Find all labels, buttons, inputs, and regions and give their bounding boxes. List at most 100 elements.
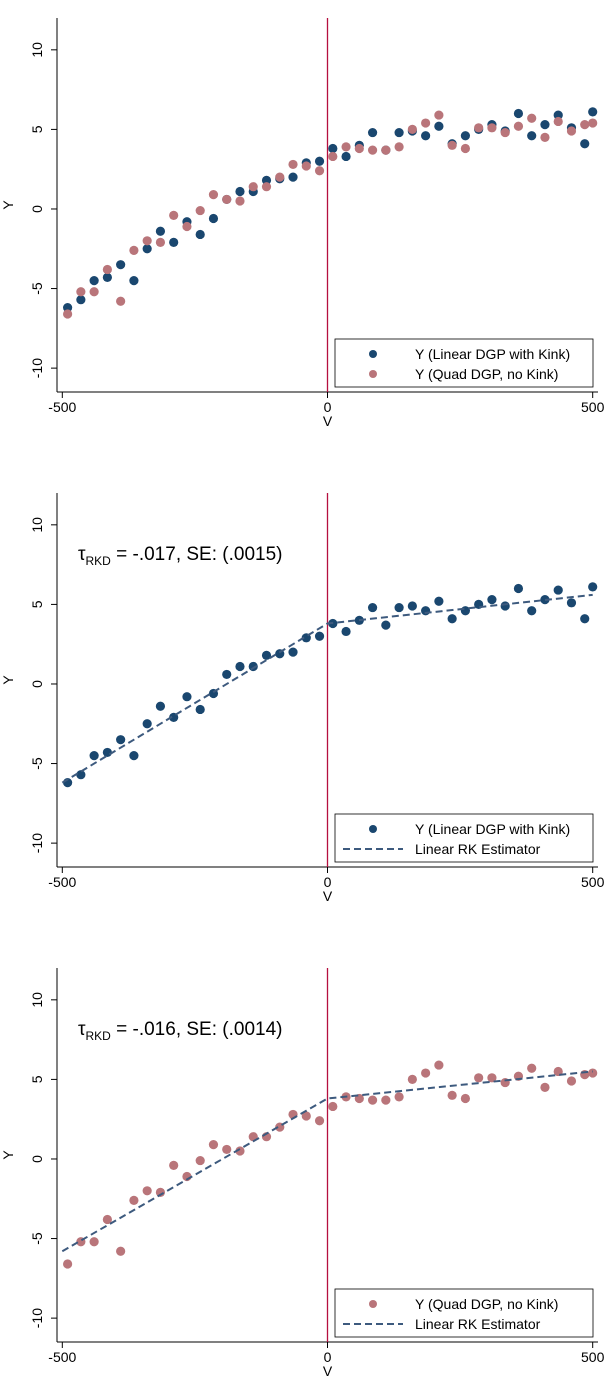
data-point [588, 582, 598, 592]
y-tick-label: 0 [29, 680, 45, 688]
data-point [155, 237, 166, 247]
data-point [328, 143, 338, 154]
rkd-annotation: τRKD = -.016, SE: (.0014) [78, 1019, 282, 1043]
data-point [155, 701, 166, 711]
data-point [487, 123, 497, 133]
data-point [261, 650, 272, 660]
data-point [447, 1090, 457, 1100]
data-point [487, 595, 497, 605]
y-tick-label: -5 [29, 757, 45, 770]
data-point [341, 142, 351, 152]
data-point [314, 166, 325, 176]
data-point [288, 172, 298, 182]
data-point [222, 1144, 232, 1155]
data-point [474, 123, 484, 133]
data-point [394, 142, 404, 152]
legend-entry-label: Linear RK Estimator [415, 1316, 541, 1332]
y-tick-label: -5 [29, 282, 45, 295]
legend: Y (Linear DGP with Kink) Y (Quad DGP, no … [334, 338, 594, 388]
data-point [102, 1214, 112, 1225]
y-tick-label: 10 [29, 42, 45, 58]
scatter-series-1 [63, 1060, 598, 1269]
data-point [500, 127, 510, 138]
legend-entry-label: Y (Quad DGP, no Kink) [415, 366, 558, 382]
data-point [195, 1155, 205, 1166]
data-point [275, 172, 285, 182]
data-point [169, 1160, 179, 1170]
x-tick-label: -500 [48, 1349, 76, 1365]
x-tick-label: 500 [581, 1349, 604, 1365]
data-point [367, 602, 378, 613]
data-point [235, 661, 245, 672]
data-point [208, 213, 219, 224]
data-point [314, 156, 325, 166]
data-point [540, 120, 550, 130]
data-point [540, 1082, 550, 1092]
data-point [394, 1092, 404, 1102]
scatter-series-1 [63, 582, 598, 788]
data-point [447, 140, 457, 150]
y-tick-label: -10 [29, 358, 45, 378]
y-tick-label: -10 [29, 833, 45, 853]
data-point [367, 127, 378, 138]
legend-entry-label: Y (Linear DGP with Kink) [415, 821, 570, 837]
data-point [328, 151, 338, 162]
data-point [195, 229, 205, 240]
legend-entry-label: Linear RK Estimator [415, 841, 541, 857]
data-point [434, 121, 444, 131]
rkd-subscript: RKD [86, 1029, 112, 1043]
rkd-estimate-text: = -.016, SE: (.0014) [111, 1019, 283, 1040]
data-point [89, 1237, 99, 1247]
data-point [513, 121, 524, 131]
data-point [129, 1195, 139, 1205]
data-point [142, 1186, 152, 1196]
data-point [394, 602, 404, 613]
data-point [421, 606, 431, 616]
y-tick-label: 5 [29, 125, 45, 133]
x-tick-label: 0 [324, 874, 332, 890]
y-tick-label: 5 [29, 1075, 45, 1083]
data-point [195, 704, 205, 715]
data-point [367, 145, 378, 155]
data-point [513, 583, 524, 594]
data-point [169, 210, 179, 220]
data-point [63, 303, 73, 313]
y-axis-title: Y [0, 200, 16, 210]
data-point [434, 596, 444, 606]
data-point [76, 287, 86, 297]
x-axis-title: V [323, 1363, 333, 1379]
data-point [527, 131, 537, 141]
data-point [421, 131, 431, 141]
data-point [155, 226, 166, 236]
legend-marker-key [369, 825, 377, 833]
data-point [222, 194, 232, 205]
data-point [129, 750, 139, 761]
data-point [434, 1060, 444, 1070]
data-point [527, 113, 537, 123]
data-point [421, 118, 431, 128]
data-point [566, 126, 577, 136]
y-axis-title: Y [0, 675, 16, 685]
data-point [381, 145, 391, 155]
data-point [407, 601, 417, 611]
legend: Y (Linear DGP with Kink) Linear RK Estima… [334, 813, 594, 863]
x-tick-label: 500 [581, 874, 604, 890]
data-point [129, 245, 139, 255]
data-point [487, 1073, 497, 1083]
x-tick-label: -500 [48, 399, 76, 415]
data-point [142, 244, 152, 254]
legend-box [334, 1288, 594, 1338]
data-point [89, 275, 99, 286]
data-point [460, 1093, 471, 1104]
data-point [288, 159, 298, 170]
data-point [513, 108, 524, 119]
data-point [588, 118, 598, 128]
data-point [89, 287, 99, 297]
data-point [540, 132, 550, 142]
data-point [588, 1068, 598, 1078]
data-point [155, 1187, 166, 1197]
data-point [407, 1074, 417, 1085]
x-tick-label: 0 [324, 399, 332, 415]
data-point [341, 151, 351, 162]
